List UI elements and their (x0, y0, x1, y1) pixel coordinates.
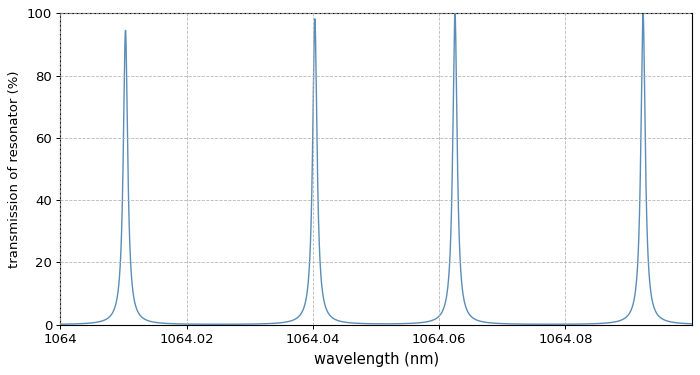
Y-axis label: transmission of resonator (%): transmission of resonator (%) (8, 70, 21, 268)
X-axis label: wavelength (nm): wavelength (nm) (314, 352, 439, 367)
